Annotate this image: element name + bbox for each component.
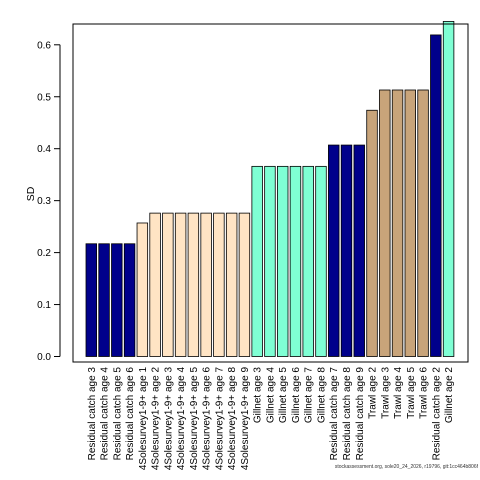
bar (149, 212, 161, 357)
bar (417, 89, 429, 357)
bar (225, 212, 238, 357)
bar (315, 165, 327, 357)
category-label: Gillnet age 3 (253, 367, 264, 424)
bar (123, 243, 136, 357)
category-label: Trawl age 2 (368, 367, 379, 419)
bar (238, 212, 251, 357)
bar (289, 165, 302, 357)
category-label: Gillnet age 8 (316, 367, 327, 424)
category-label: 4Solesurvey1-9+ age 3 (163, 367, 174, 471)
bar (111, 243, 123, 357)
category-label: Residual catch age 6 (125, 367, 136, 461)
category-labels-group: Residual catch age 3 Residual catch age 4… (87, 367, 455, 471)
category-label: Trawl age 4 (393, 367, 404, 419)
bar (302, 165, 314, 357)
y-tick-label: 0.5 (37, 92, 51, 103)
category-label: Residual catch age 4 (100, 367, 111, 461)
plot-frame (72, 23, 469, 363)
bar (276, 165, 289, 357)
bar (340, 144, 353, 357)
y-tick-label: 0.6 (37, 40, 51, 51)
bar (251, 165, 263, 357)
category-label: 4Solesurvey1-9+ age 9 (240, 367, 251, 471)
category-label: Trawl age 5 (406, 367, 417, 419)
category-label: Gillnet age 5 (278, 367, 289, 424)
bar (264, 165, 276, 357)
category-label: Residual catch age 3 (87, 367, 98, 461)
bar (379, 89, 391, 357)
footer-note: stockassessment.org, sole20_24_2026, r19… (335, 464, 479, 470)
y-tick-label: 0.0 (37, 352, 51, 363)
category-label: 4Solesurvey1-9+ age 6 (202, 367, 213, 471)
y-axis: 0.0 0.1 0.2 0.3 0.4 0.5 0.6 (37, 40, 61, 363)
category-label: Gillnet age 2 (444, 367, 455, 424)
category-label: 4Solesurvey1-9+ age 4 (176, 367, 187, 471)
bar (442, 21, 455, 357)
y-axis-title: SD (25, 186, 37, 201)
bar (187, 212, 200, 357)
category-label: Trawl age 6 (419, 367, 430, 419)
category-label: 4Solesurvey1-9+ age 5 (189, 367, 200, 471)
category-label: 4Solesurvey1-9+ age 2 (151, 367, 162, 471)
bar (366, 109, 378, 357)
category-label: Gillnet age 7 (304, 367, 315, 424)
category-label: 4Solesurvey1-9+ age 7 (214, 367, 225, 471)
category-label: Residual catch age 9 (355, 367, 366, 461)
bars-group (85, 21, 455, 357)
category-label: Trawl age 3 (380, 367, 391, 419)
bar (98, 243, 110, 357)
category-label: Residual catch age 7 (329, 367, 340, 461)
category-label: Residual catch age 8 (342, 367, 353, 461)
bar (328, 144, 340, 357)
category-label: Gillnet age 6 (291, 367, 302, 424)
bar (353, 144, 365, 357)
y-tick-label: 0.2 (37, 248, 51, 259)
category-label: 4Solesurvey1-9+ age 8 (227, 367, 238, 471)
y-tick-label: 0.3 (37, 196, 51, 207)
category-label: Gillnet age 4 (265, 367, 276, 424)
bar (391, 89, 404, 357)
bar (174, 212, 187, 357)
bar (213, 212, 225, 357)
bar (200, 212, 212, 357)
bar (430, 34, 442, 357)
bar (404, 89, 417, 357)
bar (85, 243, 98, 357)
category-label: Residual catch age 2 (431, 367, 442, 461)
bar (136, 222, 149, 357)
category-label: 4Solesurvey1-9+ age 1 (138, 367, 149, 471)
category-label: Residual catch age 5 (112, 367, 123, 461)
y-tick-label: 0.4 (37, 144, 51, 155)
bar (162, 212, 174, 357)
y-tick-label: 0.1 (37, 300, 51, 311)
